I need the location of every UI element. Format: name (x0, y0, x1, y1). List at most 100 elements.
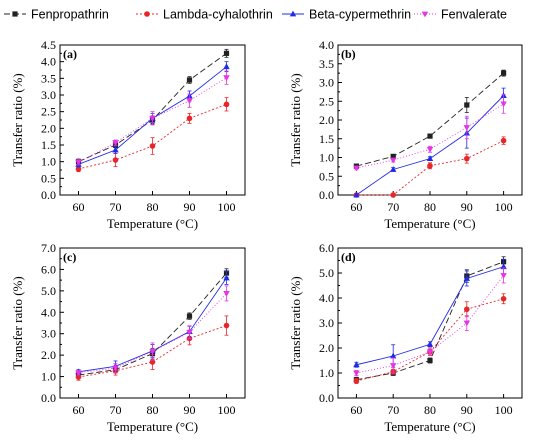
y-axis-title: Transfer ratio (%) (10, 276, 25, 369)
data-point (75, 166, 82, 172)
y-tick-label: 4.5 (41, 38, 56, 52)
data-point (390, 363, 397, 369)
y-tick-label: 0.0 (41, 391, 56, 405)
x-tick-label: 60 (73, 403, 85, 417)
chart-panel-c: 0.0 1.0 2.0 3.0 4.0 5.0 6.0 7.0 60 70 80 90 100 Tempe… (10, 241, 246, 434)
series-line (356, 95, 504, 196)
data-point (500, 137, 507, 144)
x-tick-label: 60 (350, 200, 362, 214)
series-lambda-cyhalothrin (353, 136, 507, 198)
data-point (186, 115, 193, 122)
chart-panel-d: 0.0 1.0 2.0 3.0 4.0 5.0 6.0 60 70 80 90 100 Temperat… (288, 241, 523, 434)
data-point (501, 70, 507, 76)
x-tick-label: 90 (461, 200, 473, 214)
data-point (223, 63, 230, 70)
legend-label: Lambda-cyhalothrin (163, 8, 273, 22)
data-point (75, 374, 82, 380)
legend-item: Lambda-cyhalothrin (136, 8, 273, 22)
chart-panel-a: 0.0 0.5 1.0 1.5 2.0 2.5 3.0 3.5 4.0 4.5 60 70 80 90 10… (10, 38, 246, 231)
legend: Fenpropathrin Lambda-cyhalothrin Beta-cype… (4, 8, 507, 22)
x-tick-label: 70 (110, 403, 122, 417)
x-axis-title: Temperature (°C) (384, 419, 475, 434)
legend-label: Beta-cypermethrin (309, 8, 411, 22)
data-point (500, 101, 507, 108)
data-point (149, 359, 156, 365)
x-tick-label: 70 (387, 403, 399, 417)
y-tick-label: 0.0 (319, 188, 334, 202)
data-point (223, 274, 230, 281)
data-point (223, 75, 230, 82)
x-tick-label: 80 (147, 200, 159, 214)
data-point (149, 349, 156, 355)
y-tick-label: 4.0 (41, 305, 56, 319)
data-point (353, 378, 360, 384)
y-tick-label: 3.0 (319, 316, 334, 330)
series-fenvalerate (353, 94, 507, 172)
y-tick-label: 6.0 (41, 262, 56, 276)
data-point (223, 50, 230, 56)
x-tick-label: 100 (495, 200, 513, 214)
data-point (426, 155, 434, 162)
data-point (390, 192, 397, 198)
x-tick-label: 100 (495, 403, 513, 417)
legend-label: Fenpropathrin (31, 8, 109, 22)
legend-marker (289, 10, 297, 17)
y-tick-label: 1.5 (41, 138, 56, 152)
series-line (78, 77, 227, 163)
y-tick-label: 3.0 (41, 88, 56, 102)
data-point (390, 153, 396, 159)
data-point (112, 157, 119, 163)
y-axis-title: Transfer ratio (%) (288, 276, 303, 369)
y-tick-label: 5.0 (41, 284, 56, 298)
y-tick-label: 1.0 (41, 155, 56, 169)
data-point (390, 352, 397, 359)
data-point (463, 125, 470, 131)
y-tick-label: 3.5 (319, 57, 334, 71)
x-tick-label: 90 (184, 200, 196, 214)
y-tick-label: 6.0 (319, 241, 334, 255)
x-tick-label: 70 (387, 200, 399, 214)
y-tick-label: 2.0 (319, 341, 334, 355)
data-point (464, 102, 470, 108)
series-fenpropathrin (353, 69, 507, 169)
data-point (390, 157, 397, 164)
legend-item: Beta-cypermethrin (282, 8, 411, 22)
chart-panel-b: 0.0 0.5 1.0 1.5 2.0 2.5 3.0 3.5 4.0 60 70 80 90 100 Te… (288, 38, 523, 231)
legend-marker (421, 11, 429, 18)
data-point (186, 329, 193, 336)
plot-frame (337, 44, 523, 196)
x-axis-title: Temperature (°C) (107, 216, 198, 231)
data-point (75, 370, 82, 377)
data-point (186, 77, 193, 83)
y-tick-label: 5.0 (319, 266, 334, 280)
data-point (186, 98, 193, 105)
y-tick-label: 1.0 (319, 366, 334, 380)
data-point (353, 191, 360, 198)
data-point (186, 313, 193, 319)
panel-label: (c) (63, 250, 76, 264)
plot-frame (337, 247, 523, 399)
series-fenvalerate (75, 70, 230, 166)
y-axis-title: Transfer ratio (%) (10, 73, 25, 166)
x-tick-label: 90 (184, 403, 196, 417)
panel-label: (b) (341, 47, 356, 61)
x-tick-label: 100 (218, 200, 236, 214)
data-point (149, 115, 156, 122)
x-tick-label: 90 (461, 403, 473, 417)
series-line (356, 140, 504, 196)
series-line (356, 72, 504, 167)
y-tick-label: 0.0 (41, 188, 56, 202)
y-tick-label: 3.0 (319, 76, 334, 90)
data-point (390, 166, 397, 172)
data-point (112, 146, 119, 153)
legend-marker (12, 11, 18, 17)
data-point (353, 361, 360, 368)
x-tick-label: 80 (424, 200, 436, 214)
x-tick-label: 60 (73, 200, 85, 214)
data-point (426, 146, 434, 153)
y-tick-label: 0.5 (319, 169, 334, 183)
y-tick-label: 4.0 (319, 291, 334, 305)
data-point (426, 340, 434, 347)
legend-marker (144, 11, 150, 17)
